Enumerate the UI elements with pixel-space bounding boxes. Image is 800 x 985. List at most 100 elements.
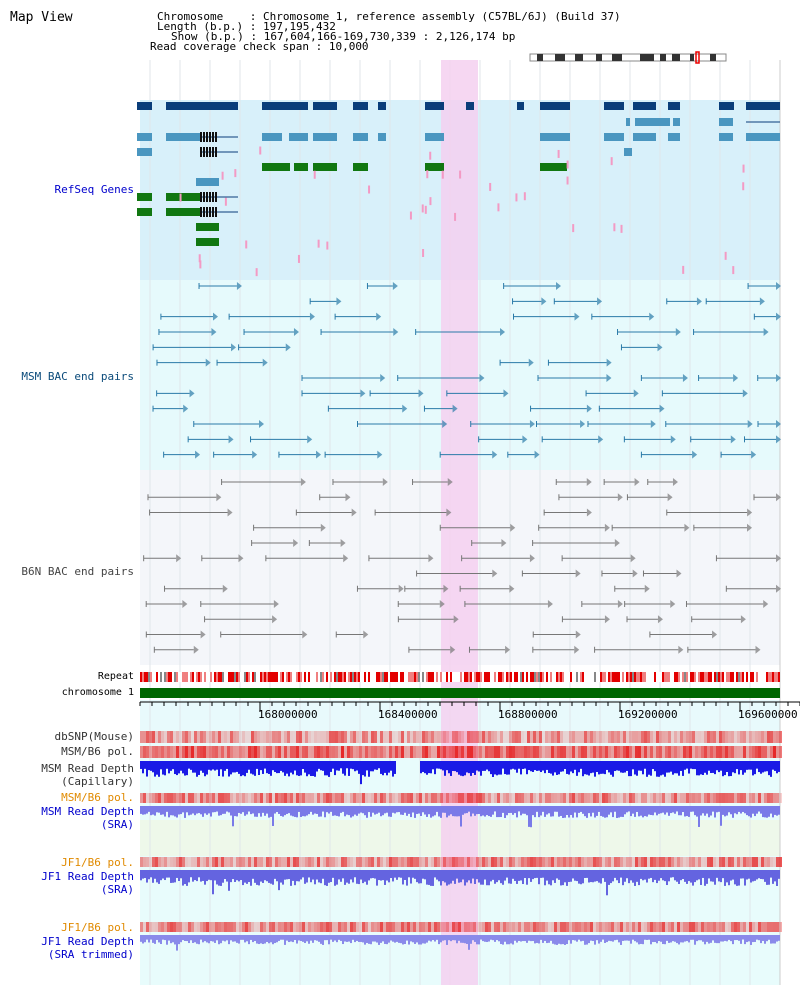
msm-depth-sra-bar: [510, 806, 512, 813]
jf1-b6-pol-2-heat: [257, 922, 260, 932]
msm-b6-pol-heat: [335, 746, 338, 758]
refseq-gene-0: [313, 102, 337, 110]
msm-depth-cap-bar: [280, 761, 282, 771]
track-label-dbsnp[interactable]: dbSNP(Mouse): [54, 730, 134, 743]
jf1-trim-bar: [434, 935, 436, 942]
jf1-b6-pol-2-heat: [617, 922, 620, 932]
msm-pair-arrow: [212, 312, 218, 321]
msm-depth-sra-bar: [486, 806, 488, 816]
msm-depth-sra-bar: [140, 806, 142, 814]
jf1-trim-bar: [424, 935, 426, 944]
msm-b6-pol-2-heat: [776, 793, 779, 803]
jf1-depth-bar: [624, 870, 626, 882]
track-label-msm-b6-pol-1[interactable]: MSM/B6 pol.: [61, 745, 134, 758]
msm-depth-sra-bar: [648, 806, 650, 815]
msm-b6-pol-2-heat: [629, 793, 632, 803]
jf1-b6-pol-heat: [494, 857, 497, 867]
ideogram-band: [596, 54, 602, 61]
dbsnp-heat: [287, 731, 290, 743]
msm-depth-sra-bar: [286, 806, 288, 814]
dbsnp-heat: [725, 731, 728, 743]
jf1-depth-bar: [430, 870, 432, 886]
jf1-trim-bar: [628, 935, 630, 941]
dbsnp-heat: [164, 731, 167, 743]
msm-b6-pol-2-heat: [383, 793, 386, 803]
dbsnp-heat: [371, 731, 374, 743]
msm-depth-sra-bar: [324, 806, 326, 818]
msm-b6-pol-2-heat: [602, 793, 605, 803]
ideogram-band: [660, 54, 666, 61]
track-label-jf1-trim[interactable]: JF1 Read Depth: [41, 935, 134, 948]
msm-b6-pol-2-heat: [401, 793, 404, 803]
jf1-b6-pol-2-heat: [209, 922, 212, 932]
msm-b6-pol-heat: [425, 746, 428, 758]
jf1-trim-bar: [152, 935, 154, 943]
jf1-b6-pol-2-heat: [302, 922, 305, 932]
b6n-pair-arrow: [614, 539, 620, 547]
jf1-depth-bar: [580, 870, 582, 885]
refseq-exon-block: [200, 132, 202, 142]
jf1-trim-bar: [550, 935, 552, 941]
jf1-depth-bar: [588, 870, 590, 883]
track-label-repeat[interactable]: Repeat: [97, 671, 134, 682]
track-label-chromosome[interactable]: chromosome 1: [61, 687, 134, 698]
b6n-pair-arrow: [450, 645, 456, 654]
msm-depth-cap-bar: [250, 761, 252, 774]
track-label-msm-depth-cap[interactable]: MSM Read Depth: [41, 762, 134, 775]
msm-b6-pol-2-heat: [320, 793, 323, 803]
jf1-trim-bar: [634, 935, 636, 942]
jf1-trim-bar: [352, 935, 354, 940]
msm-depth-cap-bar: [332, 761, 334, 769]
header-coverage-value: : 10,000: [315, 40, 369, 53]
msm-b6-pol-2-heat: [461, 793, 464, 803]
repeat-mark: [738, 672, 740, 682]
jf1-trim-bar: [570, 935, 572, 944]
jf1-depth-bar: [192, 870, 194, 882]
msm-depth-cap-bar: [458, 761, 460, 775]
repeat-mark: [164, 672, 166, 682]
jf1-b6-pol-heat: [542, 857, 545, 867]
msm-depth-cap-bar: [434, 761, 436, 775]
refseq-gene-6: [166, 193, 200, 201]
jf1-b6-pol-2-heat: [554, 922, 557, 932]
jf1-trim-bar: [736, 935, 738, 941]
jf1-b6-pol-2-heat: [203, 922, 206, 932]
track-label-msm-b6-pol-2[interactable]: MSM/B6 pol.: [61, 791, 134, 804]
track-label-jf1-b6-pol-1[interactable]: JF1/B6 pol.: [61, 856, 134, 869]
msm-depth-cap-bar: [660, 761, 662, 776]
msm-depth-cap-bar: [388, 761, 390, 773]
jf1-b6-pol-2-heat: [536, 922, 539, 932]
track-label-b6n-bac[interactable]: B6N BAC end pairs: [21, 565, 134, 578]
track-label-jf1-b6-pol-2[interactable]: JF1/B6 pol.: [61, 921, 134, 934]
msm-depth-sra-bar: [480, 806, 482, 817]
track-label-msm-bac[interactable]: MSM BAC end pairs: [21, 370, 134, 383]
msm-depth-cap-bar: [330, 761, 332, 772]
b6n-pair-arrow: [670, 600, 676, 608]
track-label-msm-depth-sra[interactable]: MSM Read Depth: [41, 805, 134, 818]
jf1-b6-pol-2-heat: [719, 922, 722, 932]
repeat-mark: [386, 672, 388, 682]
jf1-trim-bar: [248, 935, 250, 945]
msm-depth-cap-bar: [692, 761, 694, 770]
msm-depth-sra-bar: [314, 806, 316, 814]
track-label-refseq[interactable]: RefSeq Genes: [54, 183, 134, 196]
msm-depth-cap-bar: [422, 761, 424, 772]
msm-b6-pol-2-heat: [677, 793, 680, 803]
repeat-mark: [552, 672, 554, 682]
jf1-b6-pol-heat: [338, 857, 341, 867]
msm-b6-pol-heat: [722, 746, 725, 758]
msm-b6-pol-heat: [359, 746, 362, 758]
jf1-b6-pol-heat: [374, 857, 377, 867]
msm-depth-cap-bar: [248, 761, 250, 770]
refseq-exon-block: [200, 207, 202, 217]
track-label-jf1-depth[interactable]: JF1 Read Depth: [41, 870, 134, 883]
repeat-mark: [526, 672, 528, 682]
msm-depth-sra-bar: [744, 806, 746, 814]
jf1-b6-pol-heat: [677, 857, 680, 867]
dbsnp-heat: [377, 731, 380, 743]
msm-depth-cap-bar: [614, 761, 616, 772]
jf1-b6-pol-heat: [266, 857, 269, 867]
msm-depth-sra-bar: [290, 806, 292, 816]
